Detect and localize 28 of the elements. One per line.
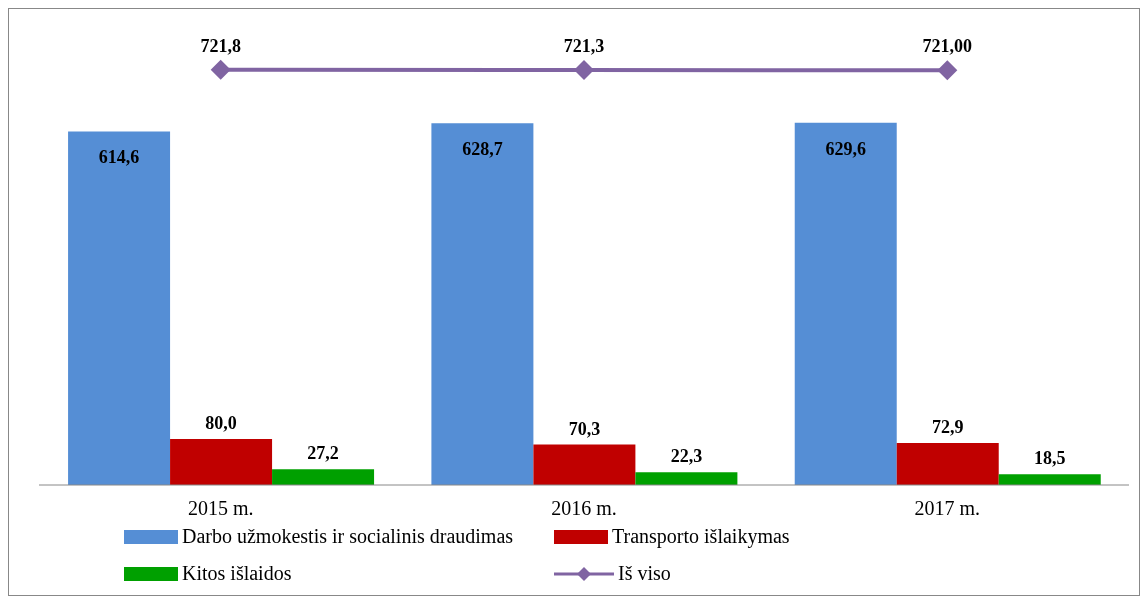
data-label: 70,3: [568, 418, 601, 439]
data-label: 628,7: [462, 139, 503, 160]
bar: [998, 474, 1101, 485]
legend-label: Transporto išlaikymas: [612, 525, 790, 548]
data-label: 72,9: [931, 417, 964, 438]
x-tick-label: 2016 m.: [551, 497, 617, 520]
data-label: 614,6: [98, 147, 140, 168]
legend-label: Darbo užmokestis ir socialinis draudimas: [182, 525, 514, 548]
data-label: 18,5: [1033, 448, 1066, 469]
bar: [896, 443, 999, 485]
bar: [68, 131, 171, 485]
bar: [794, 122, 897, 485]
legend-label: Iš viso: [618, 562, 671, 585]
bar: [272, 469, 375, 485]
legend-label: Kitos išlaidos: [182, 562, 292, 585]
data-label: 27,2: [307, 443, 339, 464]
x-tick-label: 2015 m.: [187, 497, 254, 520]
bar: [533, 444, 636, 485]
bar: [431, 123, 534, 485]
x-tick-label: 2017 m.: [914, 497, 981, 520]
data-label: 80,0: [205, 412, 237, 433]
data-label: 22,3: [670, 446, 703, 467]
data-label: 721,3: [563, 36, 605, 57]
bar: [170, 438, 273, 485]
bar: [635, 472, 738, 485]
data-label: 721,8: [200, 35, 241, 56]
data-label: 721,00: [922, 36, 973, 57]
data-label: 629,6: [825, 138, 866, 159]
